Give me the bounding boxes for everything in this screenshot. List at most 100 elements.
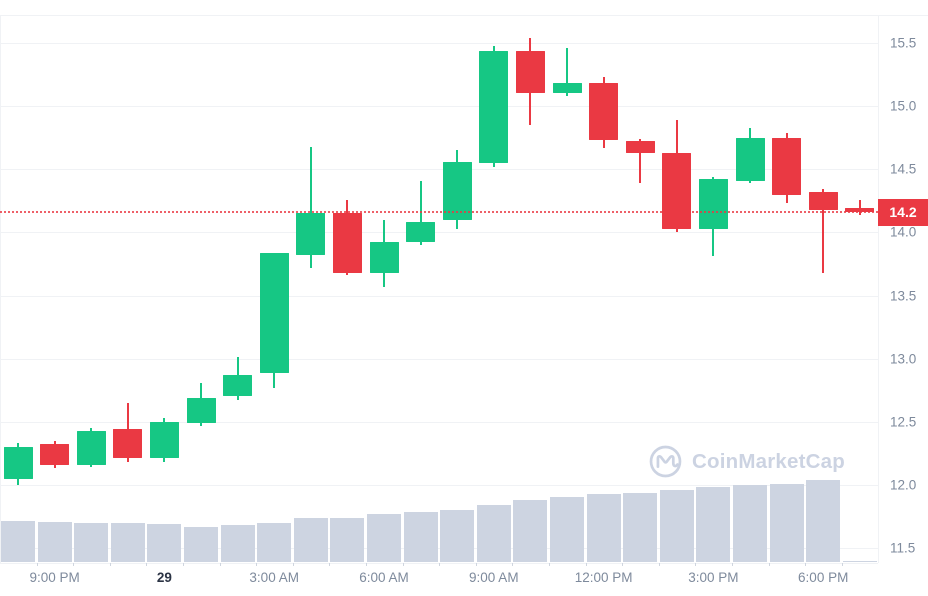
price-gridline <box>0 358 878 360</box>
candle-body[interactable] <box>3 447 33 479</box>
price-gridline <box>0 43 878 44</box>
volume-bar[interactable] <box>476 504 511 562</box>
candle-wick[interactable] <box>309 146 312 268</box>
candle-body[interactable] <box>223 375 253 397</box>
volume-bar[interactable] <box>623 493 658 562</box>
time-axis-tick <box>512 563 514 566</box>
candle-body[interactable] <box>479 50 509 163</box>
volume-bar[interactable] <box>440 510 475 562</box>
price-axis-label: 11.5 <box>890 540 916 556</box>
time-axis-label: 9:00 AM <box>469 570 519 585</box>
volume-bar[interactable] <box>733 484 767 562</box>
candle-body[interactable] <box>369 242 399 273</box>
volume-bar[interactable] <box>769 484 804 562</box>
candle-body[interactable] <box>186 397 216 423</box>
candle-wick[interactable] <box>566 48 568 97</box>
time-axis-label: 3:00 PM <box>688 570 739 585</box>
current-price-value: 14.2 <box>889 204 917 221</box>
price-gridline <box>0 232 878 234</box>
candle-body[interactable] <box>845 208 875 213</box>
volume-bar[interactable] <box>659 489 694 562</box>
watermark-text: CoinMarketCap <box>692 449 845 473</box>
volume-bar[interactable] <box>403 511 438 562</box>
candle-body[interactable] <box>76 430 106 465</box>
candle-body[interactable] <box>808 191 838 210</box>
time-axis-label: 29 <box>156 570 172 585</box>
current-price-line <box>0 211 878 214</box>
price-axis-label: 15.5 <box>890 35 917 51</box>
time-axis-tick <box>622 563 624 566</box>
candle-body[interactable] <box>406 222 436 243</box>
price-gridline <box>0 295 878 297</box>
volume-bar[interactable] <box>550 497 584 562</box>
candle-body[interactable] <box>662 152 692 229</box>
time-axis-tick <box>36 563 38 566</box>
volume-bar[interactable] <box>293 517 328 562</box>
candle-body[interactable] <box>625 141 655 153</box>
candle-body[interactable] <box>259 252 289 373</box>
candle-body[interactable] <box>552 83 582 94</box>
time-axis-tick <box>439 563 441 566</box>
candle-body[interactable] <box>113 429 143 459</box>
volume-bar[interactable] <box>110 523 145 562</box>
time-axis-label: 6:00 PM <box>798 570 849 585</box>
volume-bar[interactable] <box>74 522 109 562</box>
chart-left-border <box>0 15 1 563</box>
volume-bar[interactable] <box>257 522 292 562</box>
time-axis-tick <box>768 563 770 566</box>
volume-bar[interactable] <box>842 561 877 562</box>
volume-bar[interactable] <box>367 513 401 562</box>
time-axis-border <box>0 563 878 564</box>
candle-body[interactable] <box>698 179 728 229</box>
coinmarketcap-watermark: CoinMarketCap <box>648 444 845 479</box>
chart-plot-area[interactable] <box>0 0 878 563</box>
volume-bar[interactable] <box>1 521 35 562</box>
time-axis-tick <box>183 563 184 566</box>
candle-body[interactable] <box>332 213 362 273</box>
volume-bar[interactable] <box>806 480 841 562</box>
time-axis-tick <box>805 563 807 566</box>
candle-body[interactable] <box>149 421 179 459</box>
coinmarketcap-logo-icon <box>649 445 682 478</box>
volume-bar[interactable] <box>586 493 621 562</box>
time-axis-tick <box>549 563 550 566</box>
price-axis-border <box>878 15 879 563</box>
candle-body[interactable] <box>515 50 545 94</box>
time-axis-tick <box>658 563 660 566</box>
volume-bar[interactable] <box>147 524 182 562</box>
candle-body[interactable] <box>442 161 472 220</box>
price-axis-label: 12.0 <box>890 477 917 493</box>
price-gridline <box>0 169 878 171</box>
volume-bar[interactable] <box>184 526 218 562</box>
volume-bar[interactable] <box>37 521 72 562</box>
candle-body[interactable] <box>40 444 70 465</box>
time-axis-tick <box>73 563 75 566</box>
price-gridline <box>0 106 878 108</box>
candle-body[interactable] <box>772 137 802 195</box>
price-gridline <box>0 484 878 486</box>
candle-wick[interactable] <box>822 189 825 273</box>
time-axis-label: 12:00 PM <box>574 570 633 585</box>
candle-wick[interactable] <box>858 199 861 215</box>
time-axis-tick <box>475 563 477 566</box>
candle-body[interactable] <box>296 213 326 256</box>
volume-bar[interactable] <box>220 525 255 562</box>
time-axis-tick <box>402 563 404 566</box>
volume-bar[interactable] <box>513 499 548 562</box>
volume-bar[interactable] <box>696 487 731 562</box>
price-axis-label: 14.5 <box>890 161 917 177</box>
price-axis-label: 14.0 <box>890 224 917 240</box>
time-axis-tick <box>695 563 697 566</box>
price-gridline <box>0 548 878 549</box>
candle-wick[interactable] <box>639 138 642 184</box>
time-axis-tick <box>366 563 367 566</box>
candle-body[interactable] <box>589 83 619 141</box>
candle-body[interactable] <box>735 137 765 181</box>
time-axis-tick <box>329 563 331 566</box>
time-axis-label: 6:00 AM <box>359 570 409 585</box>
time-axis-tick <box>292 563 294 566</box>
time-axis-tick <box>841 563 843 566</box>
volume-bar[interactable] <box>330 517 365 562</box>
time-axis-label: 3:00 AM <box>249 570 299 585</box>
